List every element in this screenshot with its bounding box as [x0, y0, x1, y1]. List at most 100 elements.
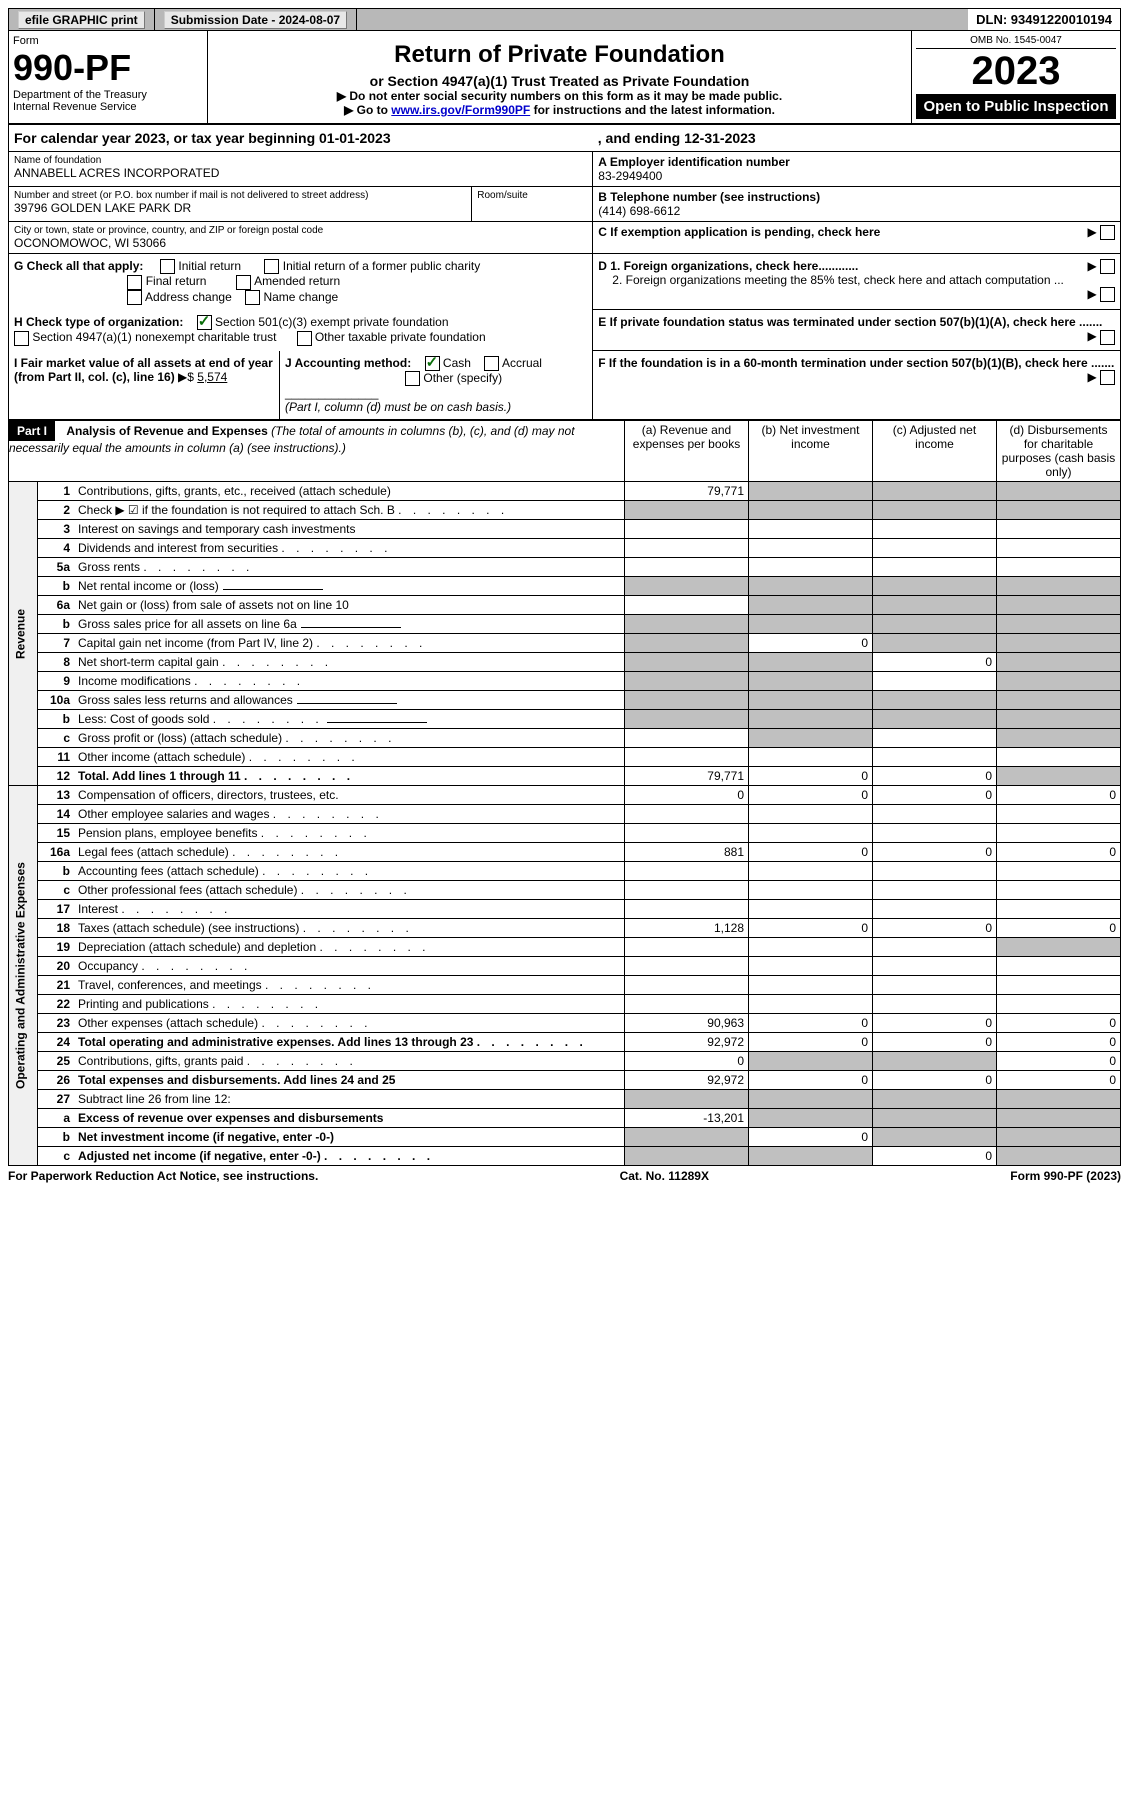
row-desc-5a: Gross rents . . . . . . . . — [74, 558, 625, 577]
row-c-a — [625, 881, 749, 900]
d1-checkbox[interactable] — [1100, 259, 1115, 274]
row-num-27: 27 — [38, 1090, 75, 1109]
footer-left: For Paperwork Reduction Act Notice, see … — [8, 1169, 318, 1183]
initial-former-checkbox[interactable] — [264, 259, 279, 274]
row-19-c — [873, 938, 997, 957]
initial-checkbox[interactable] — [160, 259, 175, 274]
row-b-c — [873, 710, 997, 729]
part1-title: Analysis of Revenue and Expenses — [66, 424, 267, 438]
row-num-11: 11 — [38, 748, 75, 767]
row-desc-6a: Net gain or (loss) from sale of assets n… — [74, 596, 625, 615]
row-num-15: 15 — [38, 824, 75, 843]
city: OCONOMOWOC, WI 53066 — [14, 236, 587, 250]
final-checkbox[interactable] — [127, 275, 142, 290]
amended-checkbox[interactable] — [236, 275, 251, 290]
row-5a-a — [625, 558, 749, 577]
row-18-b: 0 — [749, 919, 873, 938]
row-desc-25: Contributions, gifts, grants paid . . . … — [74, 1052, 625, 1071]
row-b-b — [749, 577, 873, 596]
row-22-b — [749, 995, 873, 1014]
row-b-b — [749, 615, 873, 634]
row-4-a — [625, 539, 749, 558]
row-19-b — [749, 938, 873, 957]
row-desc-14: Other employee salaries and wages . . . … — [74, 805, 625, 824]
d1-label: D 1. Foreign organizations, check here..… — [598, 259, 858, 273]
row-4-b — [749, 539, 873, 558]
row-num-14: 14 — [38, 805, 75, 824]
row-8-d — [997, 653, 1121, 672]
row-7-b: 0 — [749, 634, 873, 653]
row-num-23: 23 — [38, 1014, 75, 1033]
row-desc-17: Interest . . . . . . . . — [74, 900, 625, 919]
irs-link[interactable]: www.irs.gov/Form990PF — [391, 103, 530, 117]
row-num-12: 12 — [38, 767, 75, 786]
row-6a-c — [873, 596, 997, 615]
c-checkbox[interactable] — [1100, 225, 1115, 240]
row-num-19: 19 — [38, 938, 75, 957]
row-b-b — [749, 862, 873, 881]
row-c-d — [997, 881, 1121, 900]
row-16a-c: 0 — [873, 843, 997, 862]
footer: For Paperwork Reduction Act Notice, see … — [8, 1166, 1121, 1186]
row-desc-16a: Legal fees (attach schedule) . . . . . .… — [74, 843, 625, 862]
row-17-a — [625, 900, 749, 919]
row-num-c: c — [38, 881, 75, 900]
row-10a-d — [997, 691, 1121, 710]
f-checkbox[interactable] — [1100, 370, 1115, 385]
row-9-a — [625, 672, 749, 691]
note2-suffix: for instructions and the latest informat… — [530, 103, 775, 117]
e-label: E If private foundation status was termi… — [598, 315, 1102, 329]
row-num-b: b — [38, 862, 75, 881]
name-change-checkbox[interactable] — [245, 290, 260, 305]
row-desc-19: Depreciation (attach schedule) and deple… — [74, 938, 625, 957]
row-22-d — [997, 995, 1121, 1014]
row-24-c: 0 — [873, 1033, 997, 1052]
row-desc-7: Capital gain net income (from Part IV, l… — [74, 634, 625, 653]
row-10a-b — [749, 691, 873, 710]
h-4947-checkbox[interactable] — [14, 331, 29, 346]
col-d-header: (d) Disbursements for charitable purpose… — [997, 421, 1121, 482]
h-other-checkbox[interactable] — [297, 331, 312, 346]
note1: ▶ Do not enter social security numbers o… — [214, 89, 905, 103]
row-desc-b: Less: Cost of goods sold . . . . . . . . — [74, 710, 625, 729]
d2-checkbox[interactable] — [1100, 287, 1115, 302]
j-other-checkbox[interactable] — [405, 371, 420, 386]
row-num-5a: 5a — [38, 558, 75, 577]
j-cash-checkbox[interactable] — [425, 356, 440, 371]
col-a-header: (a) Revenue and expenses per books — [625, 421, 749, 482]
row-desc-15: Pension plans, employee benefits . . . .… — [74, 824, 625, 843]
foundation-name: ANNABELL ACRES INCORPORATED — [14, 166, 587, 180]
row-num-25: 25 — [38, 1052, 75, 1071]
j-accrual-checkbox[interactable] — [484, 356, 499, 371]
footer-right: Form 990-PF (2023) — [1010, 1169, 1121, 1183]
row-b-c — [873, 615, 997, 634]
row-26-c: 0 — [873, 1071, 997, 1090]
e-checkbox[interactable] — [1100, 330, 1115, 345]
open-public: Open to Public Inspection — [916, 94, 1116, 119]
row-c-d — [997, 729, 1121, 748]
row-27-b — [749, 1090, 873, 1109]
row-desc-b: Net rental income or (loss) — [74, 577, 625, 596]
row-27-c — [873, 1090, 997, 1109]
h-501c3-checkbox[interactable] — [197, 315, 212, 330]
row-24-a: 92,972 — [625, 1033, 749, 1052]
form-subtitle: or Section 4947(a)(1) Trust Treated as P… — [214, 73, 905, 89]
row-5a-b — [749, 558, 873, 577]
row-18-d: 0 — [997, 919, 1121, 938]
j-note: (Part I, column (d) must be on cash basi… — [285, 400, 511, 414]
row-c-b — [749, 881, 873, 900]
i-label: I Fair market value of all assets at end… — [14, 356, 273, 384]
i-value: 5,574 — [197, 370, 227, 384]
row-1-d — [997, 482, 1121, 501]
row-desc-20: Occupancy . . . . . . . . — [74, 957, 625, 976]
row-21-b — [749, 976, 873, 995]
efile-button[interactable]: efile GRAPHIC print — [18, 11, 145, 29]
row-12-b: 0 — [749, 767, 873, 786]
row-num-7: 7 — [38, 634, 75, 653]
address-change-checkbox[interactable] — [127, 290, 142, 305]
submission-date: Submission Date - 2024-08-07 — [164, 11, 347, 29]
footer-center: Cat. No. 11289X — [620, 1169, 709, 1183]
row-num-13: 13 — [38, 786, 75, 805]
row-c-d — [997, 1147, 1121, 1166]
row-num-16a: 16a — [38, 843, 75, 862]
